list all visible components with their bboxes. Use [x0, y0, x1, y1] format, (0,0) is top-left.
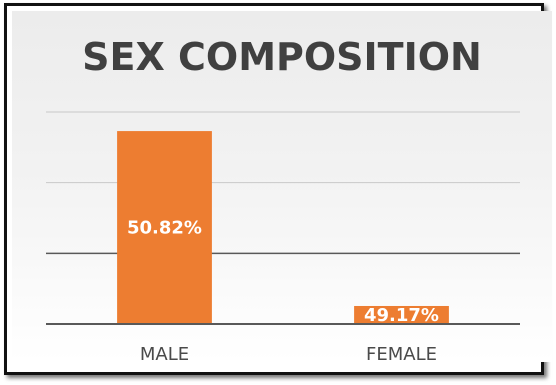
data-label-male: 50.82%	[127, 218, 202, 239]
chart-background	[12, 11, 552, 362]
data-label-female: 49.17%	[364, 305, 439, 326]
bar-male	[117, 131, 212, 324]
bars	[117, 131, 449, 324]
labels: 50.82% MALE 49.17% FEMALE	[127, 218, 439, 365]
category-label-male: MALE	[140, 344, 189, 365]
category-label-female: FEMALE	[366, 344, 437, 365]
bar-female	[354, 305, 449, 324]
chart-title: SEX COMPOSITION	[82, 35, 482, 79]
